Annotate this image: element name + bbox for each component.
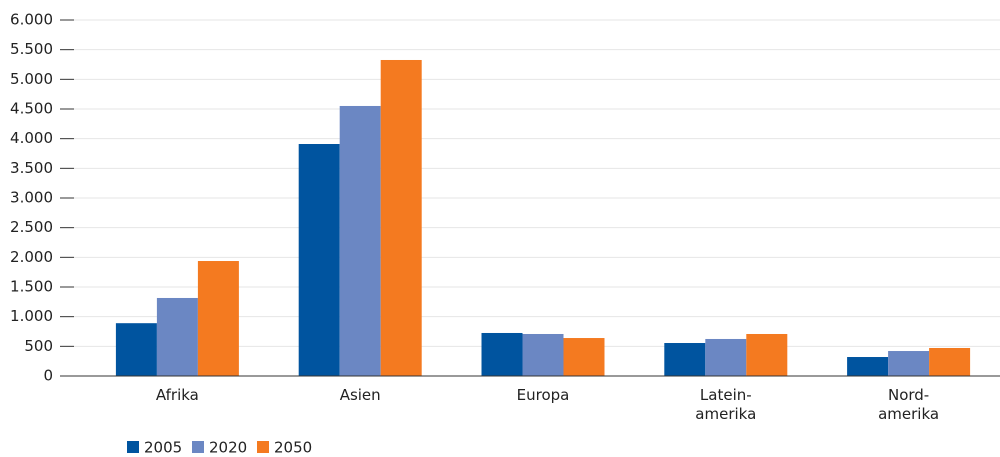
y-tick-label: 5.500 [10,40,53,58]
bar [197,261,239,376]
y-tick-label: 2.000 [10,248,53,266]
x-tick-label: Afrika [155,386,199,404]
bar [746,333,788,376]
bar [339,105,381,376]
bar [481,332,523,376]
bar [664,343,706,376]
y-tick-label: 4.500 [10,100,53,118]
bar [563,338,605,376]
y-tick-label: 0 [43,367,53,385]
x-tick-label: Latein- amerika [695,386,757,423]
bar [888,351,930,376]
bar [522,333,564,376]
legend-label: 2005 [144,439,182,457]
x-tick-label: Europa [516,386,570,404]
legend-swatch [127,441,139,453]
x-tick-label: Asien [339,386,381,404]
legend-swatch [192,441,204,453]
y-tick-label: 3.000 [10,189,53,207]
bar [847,357,889,376]
x-tick-label: Nord- amerika [878,386,940,423]
y-tick-label: 4.000 [10,129,53,147]
bar [298,144,340,376]
bar [115,323,157,376]
y-tick-label: 1.000 [10,307,53,325]
bar [929,347,971,376]
y-tick-label: 2.500 [10,218,53,236]
y-tick-label: 6.000 [10,11,53,29]
legend-label: 2020 [209,439,247,457]
y-tick-label: 1.500 [10,278,53,296]
bar [380,59,422,377]
bar [705,338,747,376]
legend-swatch [257,441,269,453]
bar [156,297,198,376]
y-tick-label: 3.500 [10,159,53,177]
y-tick-label: 500 [24,337,53,355]
y-tick-label: 5.000 [10,70,53,88]
legend-label: 2050 [274,439,312,457]
